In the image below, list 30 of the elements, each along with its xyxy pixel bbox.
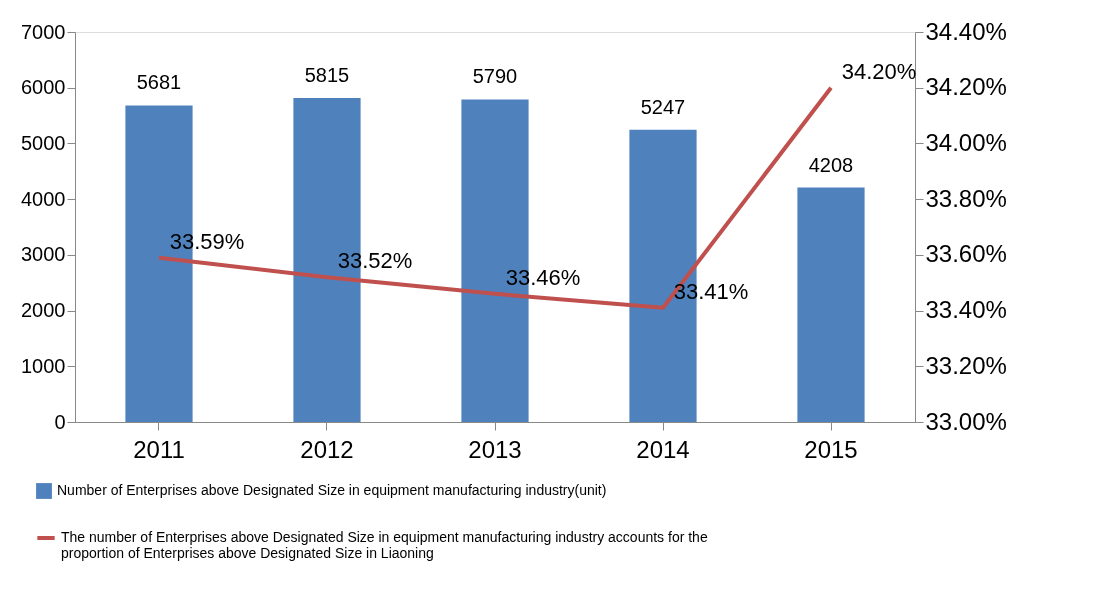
y-tick-label: 1000 bbox=[21, 354, 66, 377]
y2-tick-label: 34.40% bbox=[925, 17, 1007, 45]
y-tick-label: 3000 bbox=[21, 243, 66, 266]
y-tick-label: 4000 bbox=[21, 187, 66, 210]
x-tick-label: 2014 bbox=[636, 435, 690, 463]
y2-tick-label: 33.20% bbox=[925, 351, 1007, 379]
y2-tick-label: 33.00% bbox=[925, 407, 1007, 435]
y-tick-label: 2000 bbox=[21, 299, 66, 322]
data-label: 5815 bbox=[304, 64, 350, 87]
data-label: 4208 bbox=[808, 153, 854, 176]
bar bbox=[797, 187, 865, 422]
x-tick-label: 2012 bbox=[300, 435, 354, 463]
y2-tick-label: 33.40% bbox=[925, 296, 1007, 324]
y-tick-label: 7000 bbox=[21, 20, 66, 43]
data-label: 34.20% bbox=[841, 58, 917, 84]
y2-tick-label: 33.60% bbox=[925, 240, 1007, 268]
y-tick-label: 6000 bbox=[21, 76, 66, 99]
y-tick-label: 0 bbox=[54, 410, 66, 433]
data-label: 5681 bbox=[136, 71, 182, 94]
y2-tick-label: 34.20% bbox=[925, 73, 1007, 101]
x-tick-label: 2013 bbox=[468, 435, 522, 463]
y2-tick-label: 34.00% bbox=[925, 128, 1007, 156]
data-label: 5247 bbox=[640, 95, 686, 118]
x-tick-label: 2011 bbox=[133, 435, 185, 463]
x-tick-label: 2015 bbox=[804, 435, 858, 463]
y-tick-label: 5000 bbox=[21, 131, 66, 154]
legend-label: The number of Enterprises above Designated Size in equipment manufacturing industry accounts for the proportion of Enterprises above Designated Size in Liaoning bbox=[61, 529, 708, 561]
y2-tick-label: 33.80% bbox=[925, 184, 1007, 212]
legend-label: Number of Enterprises above Designated Size in equipment manufacturing industry(unit) bbox=[57, 482, 607, 498]
data-label: 5790 bbox=[472, 65, 518, 88]
